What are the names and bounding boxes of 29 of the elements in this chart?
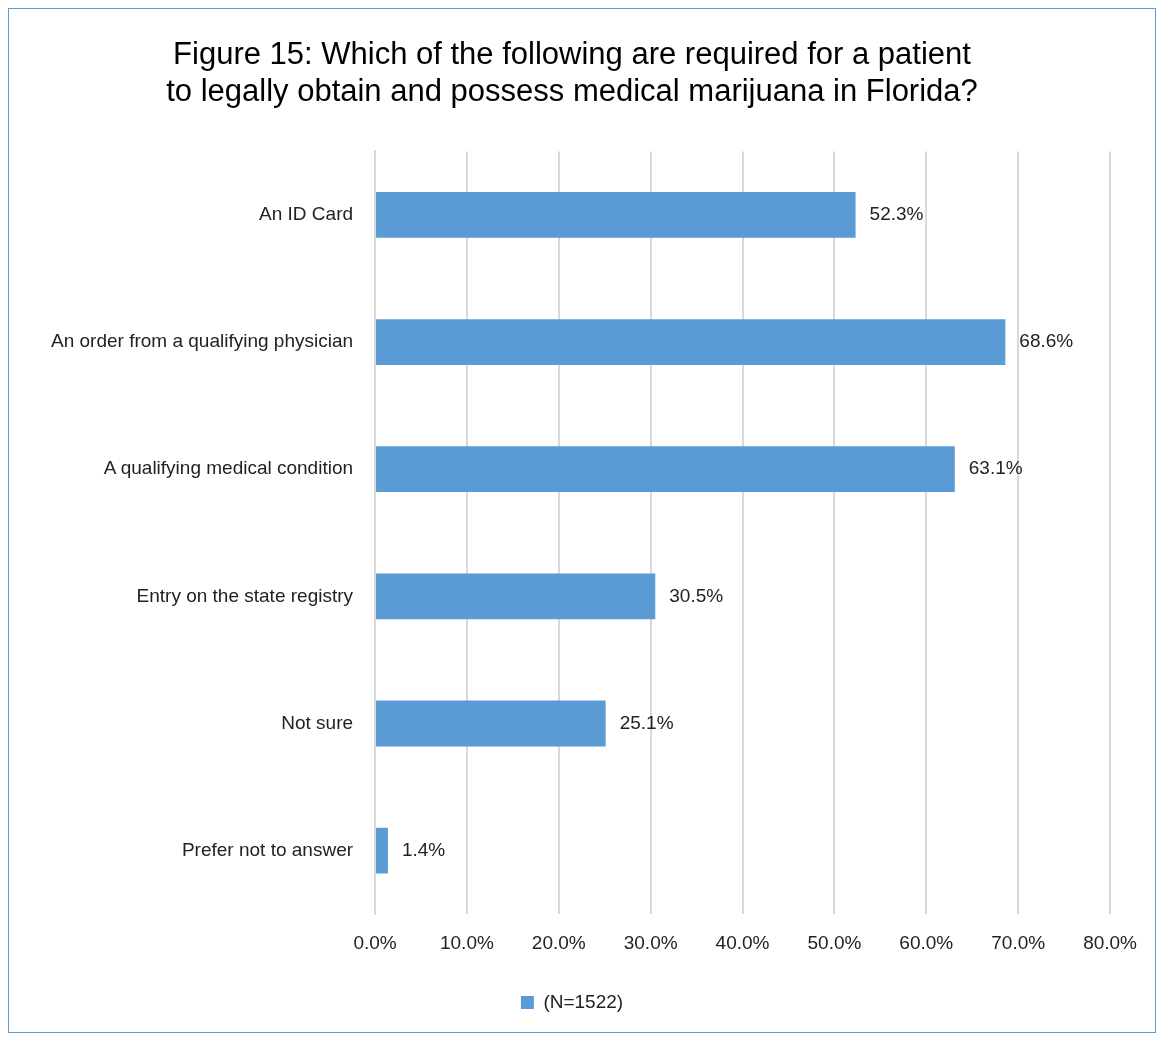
data-label: 1.4% xyxy=(401,838,446,860)
data-label: 63.1% xyxy=(968,457,1023,479)
x-tick-label: 60.0% xyxy=(899,931,954,953)
bar xyxy=(376,446,955,493)
y-tick-label: Prefer not to answer xyxy=(181,838,354,860)
x-tick-label: 10.0% xyxy=(439,931,494,953)
bar xyxy=(376,700,606,747)
bar xyxy=(376,319,1006,365)
data-label: 30.5% xyxy=(669,584,724,606)
x-tick-label: 80.0% xyxy=(1083,931,1138,953)
x-tick-label: 30.0% xyxy=(623,931,678,953)
y-tick-label: Not sure xyxy=(281,711,354,733)
x-tick-label: 40.0% xyxy=(715,931,770,953)
bar xyxy=(376,192,856,238)
chart-title: Figure 15: Which of the following are required for a patient to legally obtain and possess medical marijuana in Florida? xyxy=(166,36,978,109)
y-tick-label: Entry on the state registry xyxy=(136,584,354,606)
y-tick-label: An order from a qualifying physician xyxy=(51,330,354,352)
data-label: 68.6% xyxy=(1019,330,1074,352)
bar xyxy=(376,573,656,620)
x-tick-label: 0.0% xyxy=(353,931,397,953)
data-label: 52.3% xyxy=(869,203,924,225)
legend-label: (N=1522) xyxy=(543,990,624,1012)
x-tick-label: 50.0% xyxy=(807,931,862,953)
data-label: 25.1% xyxy=(619,711,674,733)
bar xyxy=(376,827,388,874)
x-tick-label: 70.0% xyxy=(991,931,1046,953)
y-tick-label: An ID Card xyxy=(259,203,354,225)
y-tick-label: A qualifying medical condition xyxy=(103,457,354,479)
x-tick-label: 20.0% xyxy=(531,931,586,953)
